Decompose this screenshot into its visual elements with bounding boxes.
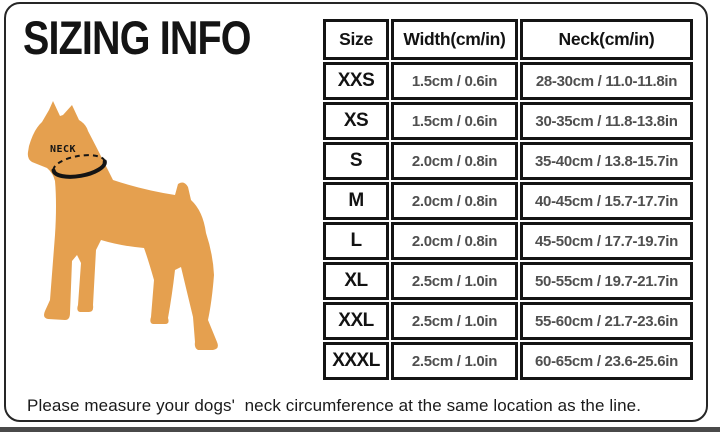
- width-value: 2.5cm / 1.0in: [391, 342, 518, 380]
- neck-value: 60-65cm / 23.6-25.6in: [520, 342, 693, 380]
- width-value: 2.5cm / 1.0in: [391, 302, 518, 340]
- collar-front-arc: [51, 159, 107, 179]
- measure-instruction-note: Please measure your dogs' neck circumfer…: [27, 396, 642, 415]
- neck-value: 55-60cm / 21.7-23.6in: [520, 302, 693, 340]
- table-row: XL 2.5cm / 1.0in 50-55cm / 19.7-21.7in: [323, 262, 693, 300]
- size-label: XXXL: [323, 342, 389, 380]
- neck-value: 28-30cm / 11.0-11.8in: [520, 62, 693, 100]
- neck-label: NECK: [50, 144, 76, 155]
- table-header-row: Size Width(cm/in) Neck(cm/in): [323, 19, 693, 60]
- width-value: 1.5cm / 0.6in: [391, 62, 518, 100]
- size-label: XXS: [323, 62, 389, 100]
- table-row: S 2.0cm / 0.8in 35-40cm / 13.8-15.7in: [323, 142, 693, 180]
- table-row: L 2.0cm / 0.8in 45-50cm / 17.7-19.7in: [323, 222, 693, 260]
- bottom-edge-strip: [0, 427, 720, 432]
- width-value: 2.5cm / 1.0in: [391, 262, 518, 300]
- col-header-width: Width(cm/in): [391, 19, 518, 60]
- table-row: XXL 2.5cm / 1.0in 55-60cm / 21.7-23.6in: [323, 302, 693, 340]
- width-value: 2.0cm / 0.8in: [391, 222, 518, 260]
- neck-value: 50-55cm / 19.7-21.7in: [520, 262, 693, 300]
- dog-illustration: NECK: [27, 101, 218, 350]
- neck-value: 30-35cm / 11.8-13.8in: [520, 102, 693, 140]
- neck-value: 45-50cm / 17.7-19.7in: [520, 222, 693, 260]
- table-row: M 2.0cm / 0.8in 40-45cm / 15.7-17.7in: [323, 182, 693, 220]
- dog-silhouette: [27, 101, 218, 350]
- sizing-table: Size Width(cm/in) Neck(cm/in) XXS 1.5cm …: [321, 17, 695, 382]
- collar-measure-line: [51, 154, 107, 179]
- neck-value: 40-45cm / 15.7-17.7in: [520, 182, 693, 220]
- col-header-neck: Neck(cm/in): [520, 19, 693, 60]
- col-header-size: Size: [323, 19, 389, 60]
- size-label: S: [323, 142, 389, 180]
- collar-back-dashed-arc: [52, 154, 106, 171]
- neck-value: 35-40cm / 13.8-15.7in: [520, 142, 693, 180]
- page-title: SIZING INFO: [23, 11, 251, 64]
- size-label: XL: [323, 262, 389, 300]
- size-label: L: [323, 222, 389, 260]
- rounded-frame-border: [4, 2, 708, 422]
- width-value: 2.0cm / 0.8in: [391, 142, 518, 180]
- table-row: XS 1.5cm / 0.6in 30-35cm / 11.8-13.8in: [323, 102, 693, 140]
- size-label: M: [323, 182, 389, 220]
- width-value: 2.0cm / 0.8in: [391, 182, 518, 220]
- table-row: XXS 1.5cm / 0.6in 28-30cm / 11.0-11.8in: [323, 62, 693, 100]
- size-label: XS: [323, 102, 389, 140]
- width-value: 1.5cm / 0.6in: [391, 102, 518, 140]
- size-label: XXL: [323, 302, 389, 340]
- table-row: XXXL 2.5cm / 1.0in 60-65cm / 23.6-25.6in: [323, 342, 693, 380]
